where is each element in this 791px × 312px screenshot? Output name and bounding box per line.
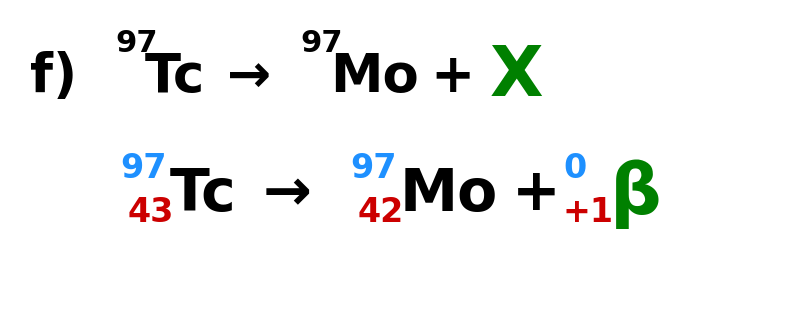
Text: X: X (490, 43, 543, 110)
Text: Mo: Mo (330, 51, 418, 103)
Text: +: + (512, 165, 561, 222)
Text: 0: 0 (563, 153, 586, 186)
Text: 43: 43 (128, 196, 174, 228)
Text: 97: 97 (300, 30, 343, 59)
Text: +: + (430, 51, 475, 103)
Text: →: → (227, 51, 271, 103)
Text: Tc: Tc (145, 51, 205, 103)
Text: Tc: Tc (170, 165, 237, 222)
Text: f): f) (30, 51, 78, 103)
Text: 97: 97 (115, 30, 157, 59)
Text: →: → (263, 165, 312, 222)
Text: 97: 97 (350, 153, 396, 186)
Text: Mo: Mo (400, 165, 498, 222)
Text: β: β (610, 159, 662, 229)
Text: +1: +1 (563, 196, 614, 228)
Text: 97: 97 (120, 153, 166, 186)
Text: 42: 42 (358, 196, 404, 228)
